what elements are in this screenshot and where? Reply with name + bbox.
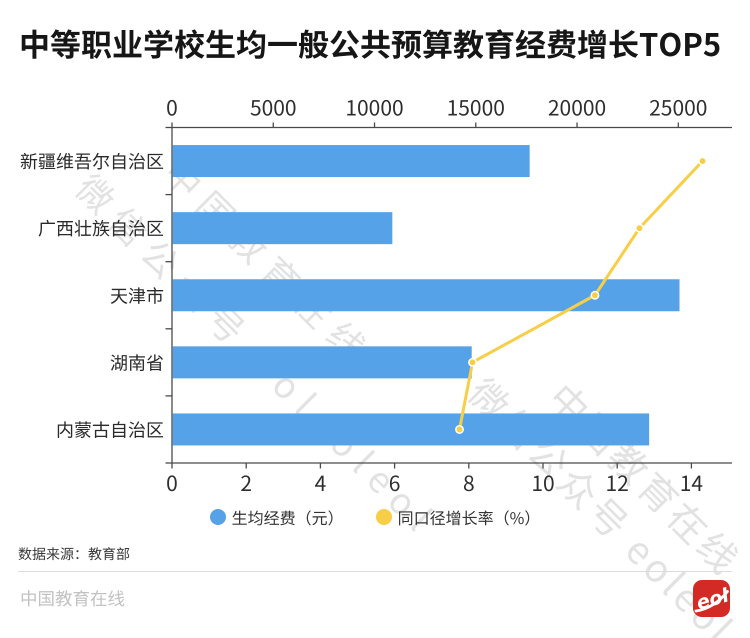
bar-line-chart: 0 5000 10000 15000 20000 25000 0 2 4 6 8 10 12 14 新疆维吾… <box>20 93 732 498</box>
legend-label: 生均经费（元） <box>231 505 344 529</box>
growth-point-0[interactable] <box>698 156 707 166</box>
top-axis-label: 15000 <box>447 93 505 123</box>
chart-title: 中等职业学校生均一般公共预算教育经费增长TOP5 <box>19 20 722 65</box>
bottom-axis-label: 12 <box>606 468 629 498</box>
category-label: 天津市 <box>110 282 164 308</box>
legend-label: 同口径增长率（%） <box>397 505 541 529</box>
category-label: 内蒙古自治区 <box>56 416 164 442</box>
eol-logo[interactable]: eol <box>693 580 730 617</box>
bar-3[interactable] <box>172 346 472 379</box>
growth-point-1[interactable] <box>635 223 644 233</box>
footer-brand-text: 中国教育在线 <box>20 586 125 611</box>
category-label: 湖南省 <box>110 349 164 375</box>
footer-divider <box>18 571 732 572</box>
bar-0[interactable] <box>172 145 530 178</box>
bottom-axis-label: 2 <box>240 468 252 498</box>
bottom-axis-label: 10 <box>531 468 554 498</box>
growth-point-4[interactable] <box>455 425 464 434</box>
legend-item-line-series[interactable]: 同口径增长率（%） <box>375 505 541 529</box>
top-axis-label: 25000 <box>649 93 707 123</box>
top-axis-label: 20000 <box>548 93 606 123</box>
category-label: 广西壮族自治区 <box>38 215 164 241</box>
bottom-axis-label: 4 <box>315 468 327 498</box>
growth-point-2[interactable] <box>590 290 600 300</box>
legend-item-bar-series[interactable]: 生均经费（元） <box>209 505 344 529</box>
chart-legend: 生均经费（元） 同口径增长率（%） <box>0 508 750 526</box>
top-axis-label: 10000 <box>345 93 403 123</box>
bottom-axis-label: 8 <box>463 468 475 498</box>
data-source-note: 数据来源：教育部 <box>18 544 130 564</box>
bar-1[interactable] <box>172 212 393 245</box>
top-axis-label: 0 <box>166 93 178 123</box>
bottom-axis-label: 6 <box>389 468 401 498</box>
logo-background <box>693 580 730 617</box>
top-axis-label: 5000 <box>250 93 297 123</box>
logo-swoosh <box>694 590 729 613</box>
bottom-axis-label: 14 <box>680 468 703 498</box>
legend-marker-blue-circle <box>209 509 226 525</box>
legend-marker-yellow-circle <box>375 509 392 525</box>
growth-point-3[interactable] <box>468 357 477 367</box>
bottom-axis-label: 0 <box>166 468 178 498</box>
bar-4[interactable] <box>172 413 650 446</box>
category-label: 新疆维吾尔自治区 <box>20 148 164 174</box>
